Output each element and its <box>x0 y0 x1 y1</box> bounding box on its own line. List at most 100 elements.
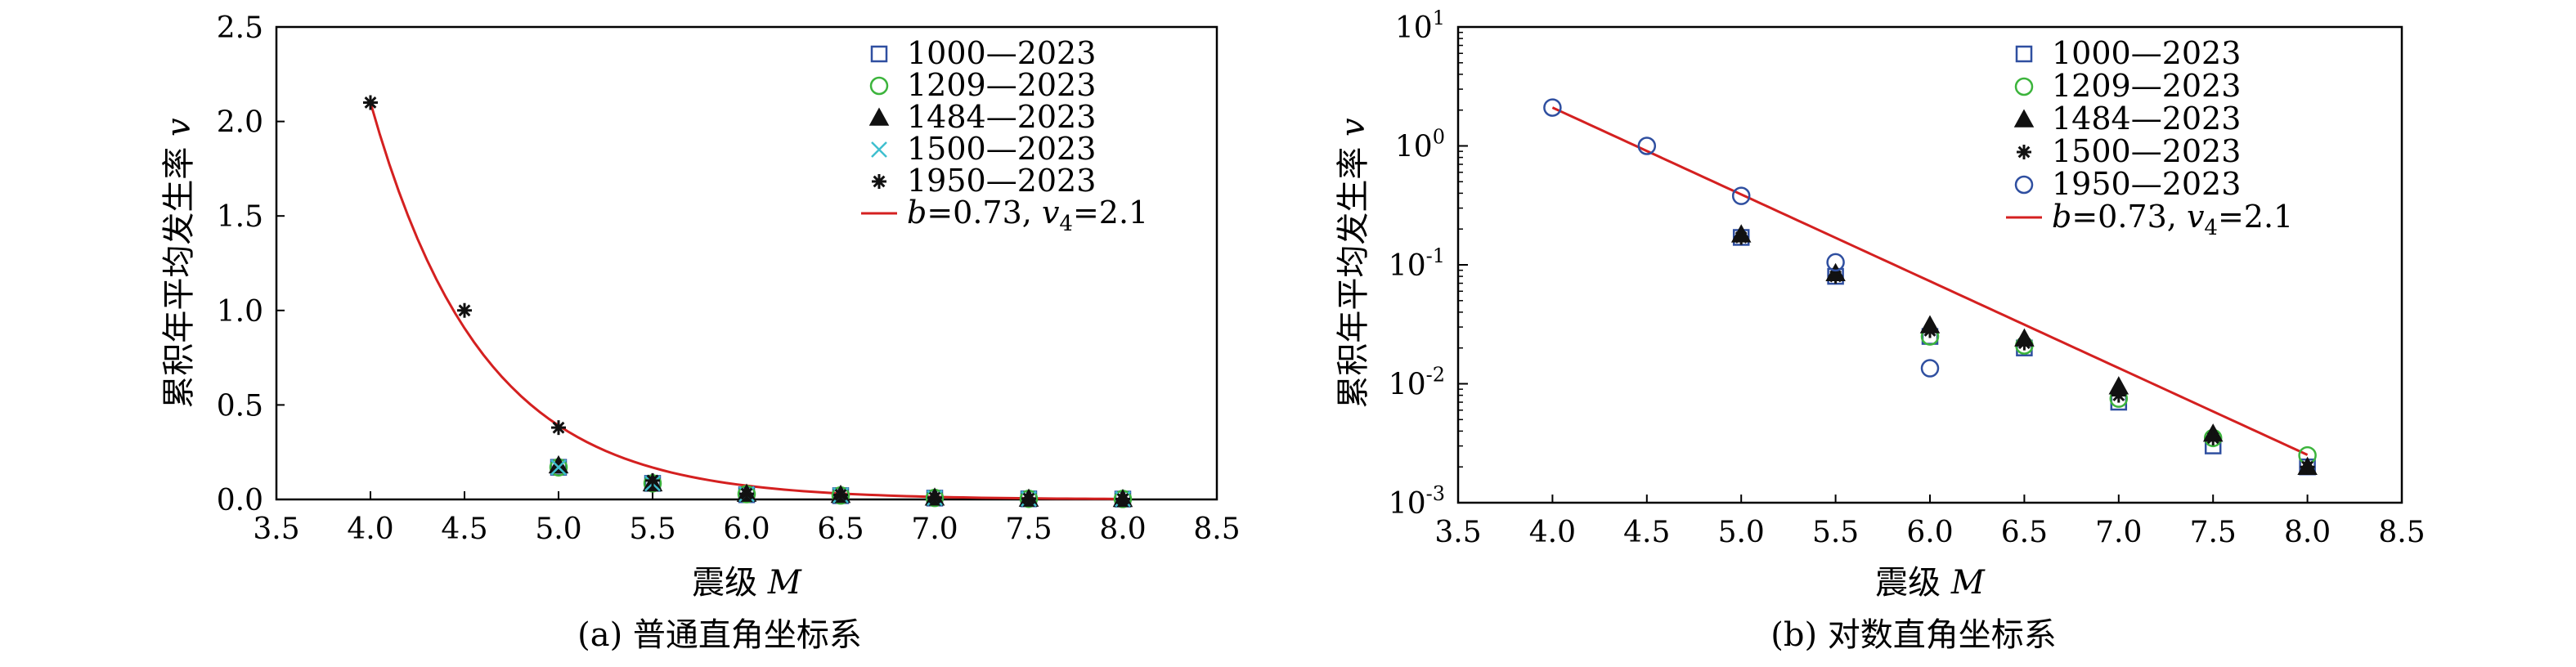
legend-label: 1000—2023 <box>2052 35 2241 71</box>
legend-marker <box>2017 145 2031 159</box>
x-tick-labels: 3.5 4.0 4.5 5.0 5.5 6.0 6.5 7.0 7.5 8.0 8.5 <box>1434 516 2425 549</box>
legend-label: 1000—2023 <box>907 35 1096 71</box>
legend-marker <box>869 76 889 96</box>
x-tick-label: 4.0 <box>347 513 393 546</box>
y-tick-label: 0.5 <box>217 389 263 423</box>
legend-label: 1950—2023 <box>2052 166 2241 202</box>
x-tick-label: 3.5 <box>253 513 299 546</box>
x-tick-label: 5.0 <box>1718 516 1765 549</box>
tick-marks <box>1457 26 2403 504</box>
legend-marker <box>872 174 886 189</box>
y-tick-labels: 0.0 0.5 1.0 1.5 2.0 2.5 <box>217 11 263 517</box>
x-tick-label: 4.5 <box>441 513 487 546</box>
data-point <box>1731 186 1751 205</box>
legend-marker <box>2014 175 2034 195</box>
data-point <box>1115 491 1130 507</box>
x-tick-label: 5.5 <box>629 513 675 546</box>
data-point <box>1543 98 1562 117</box>
x-tick-label: 3.5 <box>1434 516 1481 549</box>
caption-a: (a) 普通直角坐标系 <box>577 616 862 654</box>
y-tick-label: 1.5 <box>217 200 263 234</box>
y-tick-label: 10-3 <box>1389 482 1445 521</box>
chart-panel-b: 3.5 4.0 4.5 5.0 5.5 6.0 6.5 7.0 7.5 8.0 8.5 10-310… <box>1335 7 2426 654</box>
data-point <box>550 459 567 476</box>
data-point <box>833 487 848 503</box>
data-point <box>1828 269 1843 284</box>
x-axis-title: 震级 M <box>692 564 802 602</box>
x-tick-label: 8.0 <box>1099 513 1146 546</box>
series-5 <box>363 95 1130 507</box>
legend-marker <box>870 45 888 63</box>
x-tick-labels: 3.5 4.0 4.5 5.0 5.5 6.0 6.5 7.0 7.5 8.0 8.5 <box>253 513 1240 546</box>
y-tick-label: 10-2 <box>1389 364 1445 402</box>
series-4 <box>1734 230 2315 475</box>
y-tick-label: 101 <box>1395 7 1445 45</box>
series-1 <box>1732 229 2316 476</box>
legend-marker <box>2013 109 2035 128</box>
series-5 <box>1543 98 1940 378</box>
x-axis-title: 震级 M <box>1875 564 1986 602</box>
y-tick-label: 2.5 <box>217 11 263 45</box>
data-point <box>2017 335 2032 351</box>
x-tick-label: 7.5 <box>2190 516 2237 549</box>
fit-curve-layer <box>1551 106 2309 456</box>
data-point <box>1826 253 1845 272</box>
y-axis-title: 累积年平均发生率 v <box>1335 118 1372 409</box>
x-tick-label: 7.0 <box>2095 516 2142 549</box>
x-tick-label: 4.5 <box>1623 516 1670 549</box>
data-point <box>1734 230 1749 245</box>
legend-label: 1500—2023 <box>2052 133 2241 169</box>
x-tick-label: 4.0 <box>1529 516 1576 549</box>
x-tick-label: 6.0 <box>1906 516 1953 549</box>
legend-label: 1209—2023 <box>907 67 1096 103</box>
data-point <box>1920 359 1940 378</box>
x-tick-label: 6.5 <box>2001 516 2048 549</box>
legend-label: 1500—2023 <box>907 131 1096 167</box>
data-point <box>645 472 660 488</box>
plot-frame <box>1456 25 2403 504</box>
legend-label: 1484—2023 <box>907 99 1096 135</box>
data-point <box>548 454 569 474</box>
y-tick-label: 1.0 <box>217 295 263 329</box>
caption-b: (b) 对数直角坐标系 <box>1770 616 2057 654</box>
data-point <box>1637 137 1657 155</box>
legend-marker <box>871 141 887 158</box>
chart-panel-a: 3.5 4.0 4.5 5.0 5.5 6.0 6.5 7.0 7.5 8.0 8.5 0.0 0.5… <box>160 11 1241 654</box>
x-tick-label: 6.5 <box>817 513 864 546</box>
y-tick-label: 2.0 <box>217 106 263 140</box>
legend-marker <box>2015 45 2033 63</box>
data-point <box>739 486 754 502</box>
marker-layer <box>363 95 1133 508</box>
y-tick-label: 0.0 <box>217 484 263 517</box>
data-point <box>2206 430 2221 445</box>
fit-curve <box>1551 106 2309 456</box>
x-tick-label: 7.5 <box>1005 513 1052 546</box>
legend-marker <box>2014 77 2034 96</box>
data-point <box>2300 459 2315 475</box>
data-point <box>1021 491 1036 507</box>
x-tick-label: 8.5 <box>2378 516 2425 549</box>
x-tick-label: 5.5 <box>1812 516 1859 549</box>
data-point <box>551 420 566 436</box>
data-point <box>363 95 378 110</box>
y-tick-label: 100 <box>1395 126 1445 164</box>
marker-layer <box>1543 98 2318 476</box>
legend-marker <box>868 107 890 126</box>
legend: 1000—20231209—20231484—20231500—20231950… <box>861 35 1148 236</box>
data-point <box>1923 323 1937 338</box>
legend-fit-label: b=0.73, v4=2.1 <box>907 195 1148 236</box>
data-point <box>457 302 472 318</box>
legend-label: 1950—2023 <box>907 163 1096 199</box>
legend-label: 1484—2023 <box>2052 101 2241 137</box>
x-tick-label: 7.0 <box>911 513 958 546</box>
legend-label: 1209—2023 <box>2052 68 2241 104</box>
y-tick-label: 10-1 <box>1389 244 1445 283</box>
y-tick-labels: 10-3 10-2 10-1 100 101 <box>1389 7 1445 521</box>
x-tick-label: 5.0 <box>535 513 581 546</box>
legend-fit-label: b=0.73, v4=2.1 <box>2052 199 2293 240</box>
x-tick-label: 6.0 <box>723 513 770 546</box>
x-tick-label: 8.5 <box>1193 513 1240 546</box>
y-axis-title: 累积年平均发生率 v <box>160 118 198 409</box>
data-point <box>2111 387 2126 403</box>
